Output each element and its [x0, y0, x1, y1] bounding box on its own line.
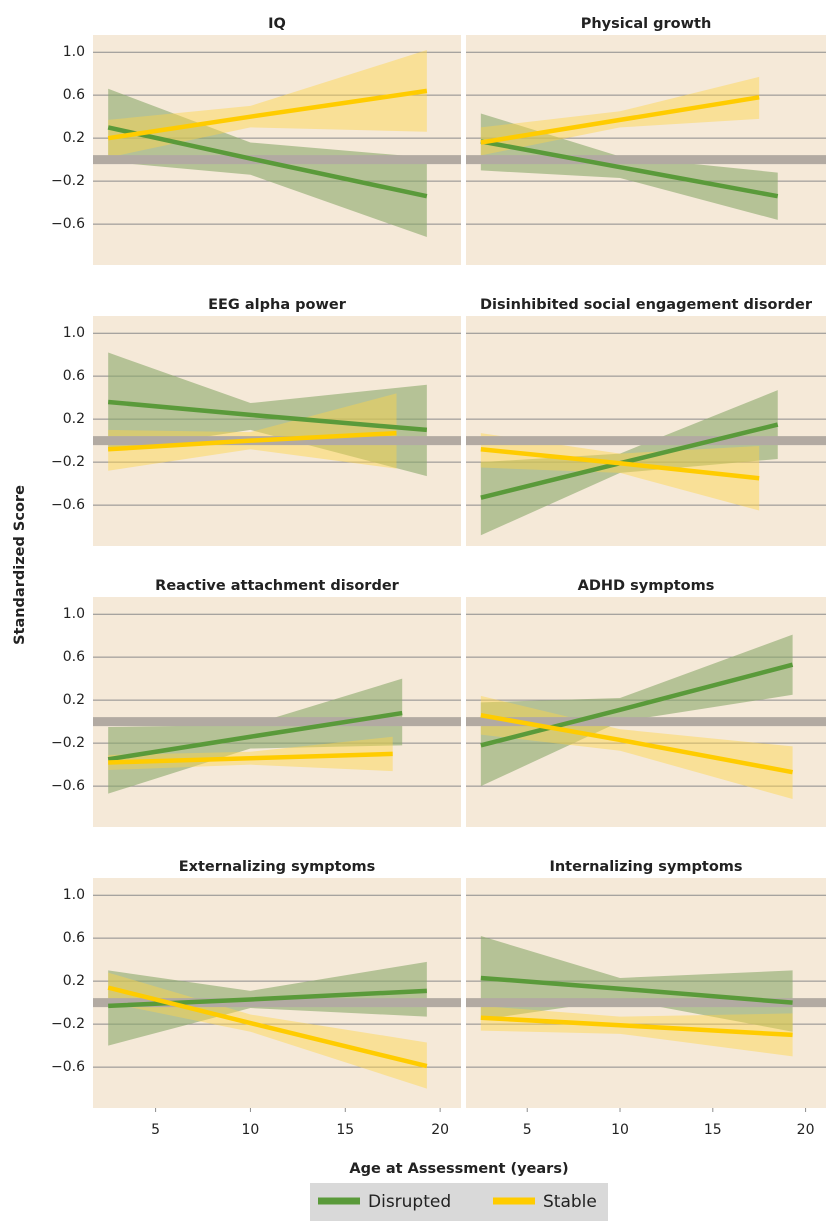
confidence-band: [480, 1005, 793, 1057]
x-axis-label: Age at Assessment (years): [349, 1161, 568, 1177]
y-tick-label: 0.6: [63, 930, 85, 946]
trend-line: [480, 139, 779, 199]
x-tick-label: 10: [242, 1122, 260, 1138]
y-tick-label: −0.6: [51, 1059, 85, 1075]
trend-line: [108, 751, 393, 765]
trend-line: [480, 1015, 793, 1038]
y-tick-label: 1.0: [63, 44, 85, 60]
x-tick-label: 15: [704, 1122, 722, 1138]
panel-title: Reactive attachment disorder: [155, 578, 400, 594]
panel-title: Internalizing symptoms: [549, 859, 742, 875]
legend-label: Disrupted: [368, 1192, 451, 1212]
trend-line: [107, 125, 428, 199]
x-tick-label: 20: [431, 1122, 449, 1138]
y-tick-label: 1.0: [63, 606, 85, 622]
confidence-band: [480, 76, 760, 156]
x-tick-label: 5: [523, 1122, 532, 1138]
y-tick-label: −0.2: [51, 735, 85, 751]
y-tick-label: 0.2: [63, 973, 85, 989]
legend-label: Stable: [543, 1192, 597, 1212]
confidence-band: [108, 393, 397, 471]
y-tick-label: −0.6: [51, 216, 85, 232]
x-tick-label: 15: [336, 1122, 354, 1138]
trend-line: [480, 95, 760, 145]
trend-line: [107, 985, 428, 1069]
panel-title: IQ: [268, 16, 286, 32]
panel-title: Physical growth: [581, 16, 712, 32]
trend-line: [108, 988, 427, 1009]
trend-line: [107, 399, 428, 433]
y-tick-label: −0.2: [51, 454, 85, 470]
y-tick-label: 0.2: [63, 692, 85, 708]
confidence-band: [480, 936, 793, 1032]
y-tick-label: 0.6: [63, 368, 85, 384]
trend-line: [107, 710, 403, 762]
x-tick-label: 20: [797, 1122, 815, 1138]
y-tick-label: −0.6: [51, 778, 85, 794]
y-tick-label: 0.2: [63, 130, 85, 146]
y-tick-label: 1.0: [63, 325, 85, 341]
y-tick-label: −0.2: [51, 173, 85, 189]
panel-title: Externalizing symptoms: [179, 859, 376, 875]
panel-title: ADHD symptoms: [578, 578, 715, 594]
panel-title: EEG alpha power: [208, 297, 347, 313]
trend-line: [480, 713, 794, 775]
trend-line: [108, 430, 397, 452]
trend-line: [107, 88, 428, 141]
y-tick-label: 0.6: [63, 87, 85, 103]
y-tick-label: 0.6: [63, 649, 85, 665]
trend-line: [480, 975, 793, 1005]
x-tick-label: 10: [611, 1122, 629, 1138]
y-tick-label: 1.0: [63, 887, 85, 903]
y-axis-label: Standardized Score: [12, 485, 28, 645]
panel-background: [93, 597, 461, 827]
trend-line: [480, 447, 760, 481]
confidence-band: [480, 433, 760, 511]
x-tick-label: 5: [151, 1122, 160, 1138]
trend-line: [480, 662, 794, 748]
y-tick-label: 0.2: [63, 411, 85, 427]
y-tick-label: −0.6: [51, 497, 85, 513]
confidence-band: [480, 634, 793, 787]
panel-title: Disinhibited social engagement disorder: [480, 297, 813, 313]
confidence-band: [108, 50, 427, 158]
y-tick-label: −0.2: [51, 1016, 85, 1032]
